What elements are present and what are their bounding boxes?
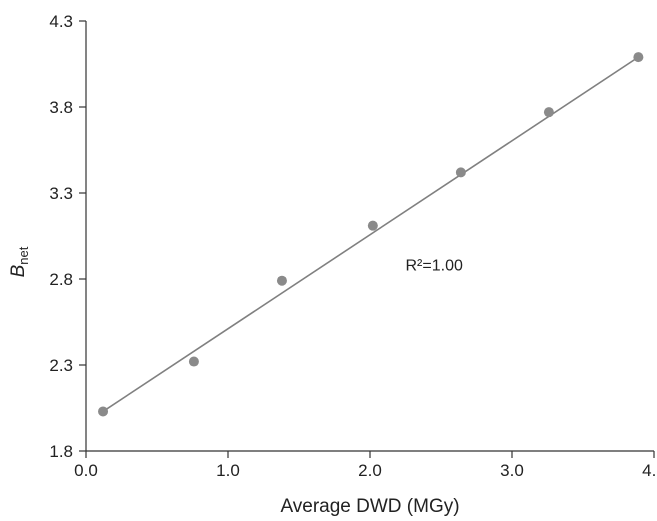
y-tick-label: 3.8 — [49, 98, 73, 117]
data-points — [98, 52, 644, 417]
trendline-group — [102, 56, 639, 413]
y-tick-label: 2.8 — [49, 270, 73, 289]
data-point — [276, 275, 287, 286]
y-tick-label: 4.3 — [49, 12, 73, 31]
tick-labels: 1.8 2.3 2.8 3.3 3.8 4.3 0.0 1.0 2.0 3.0 4.0 — [49, 12, 657, 480]
x-tick-label: 3.0 — [500, 461, 524, 480]
x-tick-label: 1.0 — [216, 461, 240, 480]
data-point — [455, 167, 466, 178]
data-point — [633, 52, 644, 63]
data-point — [543, 107, 554, 118]
data-point — [98, 406, 109, 417]
y-axis-title-main: B — [8, 264, 29, 277]
r-squared-annotation: R²=1.00 — [406, 257, 463, 274]
y-axis-title-sub: net — [16, 246, 31, 264]
x-tick-label: 0.0 — [74, 461, 98, 480]
data-point — [188, 356, 199, 367]
x-tick-label: 2.0 — [358, 461, 382, 480]
x-tick-label: 4.0 — [642, 461, 657, 480]
y-axis-title: Bnet — [8, 246, 31, 277]
trendline — [102, 56, 639, 413]
ticks — [79, 20, 655, 458]
y-tick-label: 1.8 — [49, 442, 73, 461]
y-tick-label: 2.3 — [49, 356, 73, 375]
y-tick-label: 3.3 — [49, 184, 73, 203]
axes — [85, 21, 654, 452]
data-point — [367, 220, 378, 231]
x-axis-title: Average DWD (MGy) — [280, 496, 459, 517]
